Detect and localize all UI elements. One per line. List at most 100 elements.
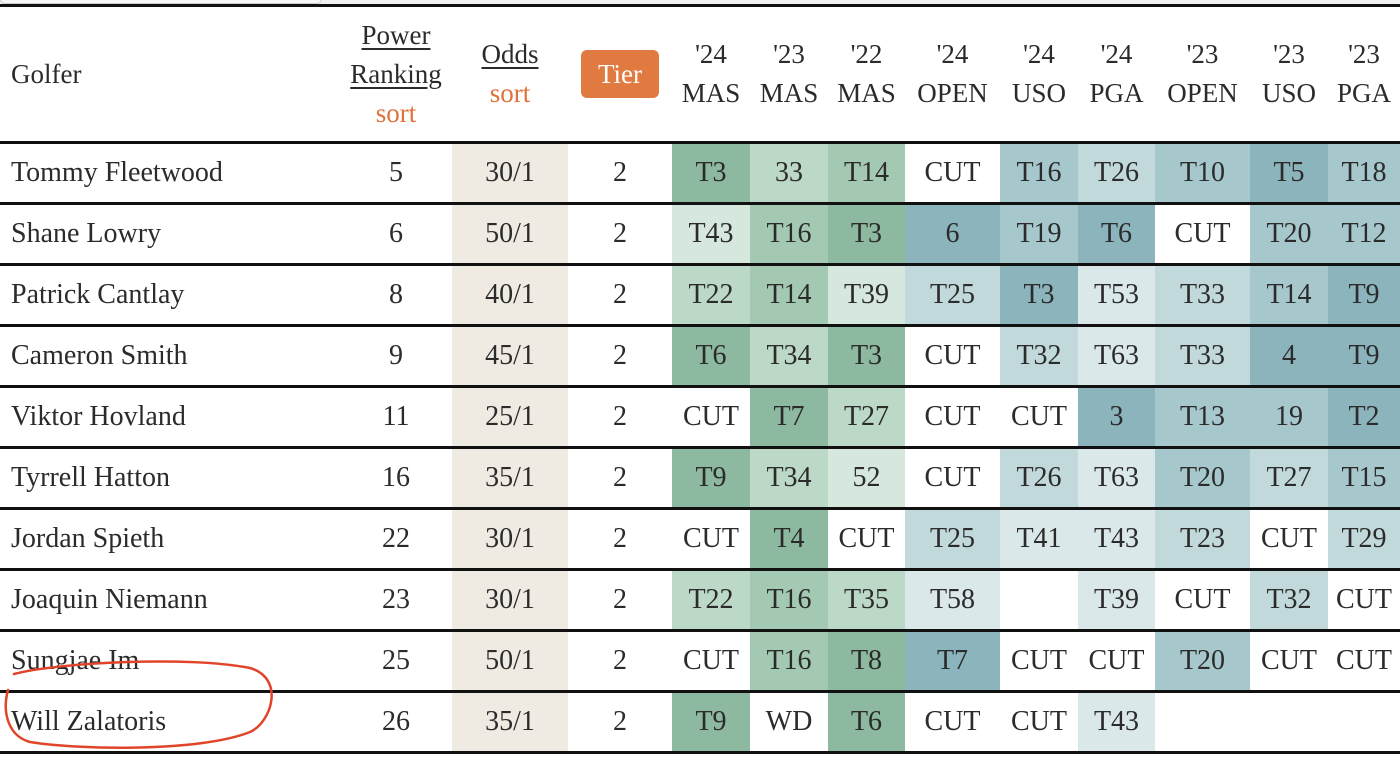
event-header: '23 USO — [1250, 6, 1328, 143]
tier-cell: 2 — [613, 584, 627, 615]
ranking-label[interactable]: Ranking — [350, 58, 442, 89]
result-cell: 33 — [750, 142, 828, 204]
result-cell: 19 — [1250, 386, 1328, 448]
result-cell: T33 — [1155, 325, 1250, 387]
result-cell: T7 — [905, 630, 1000, 692]
tier-header[interactable]: Tier — [568, 6, 672, 143]
result-cell: T19 — [1000, 203, 1078, 265]
result-cell: T32 — [1000, 325, 1078, 387]
table-row: Viktor Hovland 11 25/1 2 CUT T7 T27 CUT CUT 3 T… — [0, 386, 1400, 448]
result-cell: 3 — [1078, 386, 1155, 448]
result-cell: T43 — [1078, 691, 1155, 753]
table-row: Will Zalatoris 26 35/1 2 T9 WD T6 CUT CUT T43 — [0, 691, 1400, 753]
event-year: '23 — [1348, 39, 1380, 69]
result-cell: CUT — [1000, 630, 1078, 692]
event-name: PGA — [1089, 78, 1144, 108]
result-cell: T22 — [672, 569, 750, 631]
golfer-name[interactable]: Jordan Spieth — [11, 523, 165, 554]
browser-toolbar-edge — [0, 0, 1400, 4]
event-name: MAS — [681, 78, 741, 108]
event-header: '23 MAS — [750, 6, 828, 143]
tier-cell: 2 — [613, 218, 627, 249]
result-cell: T16 — [750, 630, 828, 692]
result-cell: 4 — [1250, 325, 1328, 387]
golfer-name[interactable]: Will Zalatoris — [11, 706, 167, 737]
golfer-name[interactable]: Sungjae Im — [11, 645, 140, 676]
result-cell: CUT — [1000, 386, 1078, 448]
result-cell: T3 — [672, 142, 750, 204]
result-cell: CUT — [1000, 691, 1078, 753]
event-header: '22 MAS — [828, 6, 905, 143]
odds-cell: 40/1 — [452, 264, 568, 326]
power-ranking-header[interactable]: Power Ranking sort — [340, 6, 452, 143]
result-cell: T4 — [750, 508, 828, 570]
golfer-name[interactable]: Viktor Hovland — [11, 401, 186, 432]
odds-sort-link[interactable]: sort — [489, 78, 531, 108]
result-cell: T25 — [905, 508, 1000, 570]
tier-cell: 2 — [613, 157, 627, 188]
result-cell: T35 — [828, 569, 905, 631]
event-name: MAS — [837, 78, 896, 108]
golfer-name[interactable]: Cameron Smith — [11, 340, 188, 371]
result-cell — [1155, 691, 1250, 753]
power-ranking-sort-link[interactable]: sort — [375, 97, 417, 128]
golfer-name[interactable]: Joaquin Niemann — [11, 584, 208, 615]
result-cell: CUT — [1250, 630, 1328, 692]
tier-cell: 2 — [613, 279, 627, 310]
event-year: '23 — [773, 39, 805, 69]
odds-cell: 25/1 — [452, 386, 568, 448]
result-cell: T20 — [1250, 203, 1328, 265]
result-cell: T8 — [828, 630, 905, 692]
event-year: '24 — [1023, 39, 1055, 69]
result-cell: CUT — [672, 508, 750, 570]
power-label[interactable]: Power — [361, 19, 431, 50]
result-cell: T18 — [1328, 142, 1400, 204]
result-cell: T6 — [1078, 203, 1155, 265]
event-header: '24 MAS — [672, 6, 750, 143]
result-cell: T23 — [1155, 508, 1250, 570]
odds-cell: 50/1 — [452, 630, 568, 692]
result-cell: T43 — [1078, 508, 1155, 570]
golfer-name[interactable]: Patrick Cantlay — [11, 279, 185, 310]
result-cell — [1328, 691, 1400, 753]
event-year: '23 — [1186, 39, 1219, 69]
power-ranking-cell: 6 — [389, 218, 403, 249]
result-cell: T2 — [1328, 386, 1400, 448]
event-name: USO — [1261, 78, 1316, 108]
result-cell: T9 — [1328, 264, 1400, 326]
result-cell: CUT — [905, 325, 1000, 387]
table-row: Tyrrell Hatton 16 35/1 2 T9 T34 52 CUT T26 T63… — [0, 447, 1400, 509]
result-cell: T29 — [1328, 508, 1400, 570]
result-cell: T9 — [1328, 325, 1400, 387]
result-cell: T53 — [1078, 264, 1155, 326]
table-row: Jordan Spieth 22 30/1 2 CUT T4 CUT T25 T41 T43… — [0, 508, 1400, 570]
golfer-results-table: Golfer Power Ranking sort Odds sort Tier… — [0, 4, 1400, 754]
power-ranking-cell: 9 — [389, 340, 403, 371]
table-row: Cameron Smith 9 45/1 2 T6 T34 T3 CUT T32 T63 T3… — [0, 325, 1400, 387]
result-cell: CUT — [1155, 569, 1250, 631]
table-row: Patrick Cantlay 8 40/1 2 T22 T14 T39 T25 T3 T5… — [0, 264, 1400, 326]
event-year: '24 — [1100, 39, 1133, 69]
result-cell: CUT — [1250, 508, 1328, 570]
golfer-name[interactable]: Shane Lowry — [11, 218, 162, 249]
result-cell: T25 — [905, 264, 1000, 326]
odds-header[interactable]: Odds sort — [452, 6, 568, 143]
odds-cell: 50/1 — [452, 203, 568, 265]
result-cell: CUT — [905, 386, 1000, 448]
result-cell: T14 — [1250, 264, 1328, 326]
golfer-name[interactable]: Tommy Fleetwood — [11, 157, 223, 188]
result-cell: T27 — [828, 386, 905, 448]
result-cell: CUT — [672, 386, 750, 448]
result-cell: CUT — [1328, 569, 1400, 631]
tier-cell: 2 — [613, 523, 627, 554]
power-ranking-cell: 22 — [382, 523, 410, 554]
event-name: USO — [1011, 78, 1066, 108]
event-header: '23 PGA — [1328, 6, 1400, 143]
result-cell: T22 — [672, 264, 750, 326]
golfer-name[interactable]: Tyrrell Hatton — [11, 462, 170, 493]
odds-label[interactable]: Odds — [481, 39, 539, 69]
result-cell: CUT — [828, 508, 905, 570]
tier-sort-button[interactable]: Tier — [580, 50, 660, 98]
result-cell: T9 — [672, 691, 750, 753]
odds-cell: 45/1 — [452, 325, 568, 387]
